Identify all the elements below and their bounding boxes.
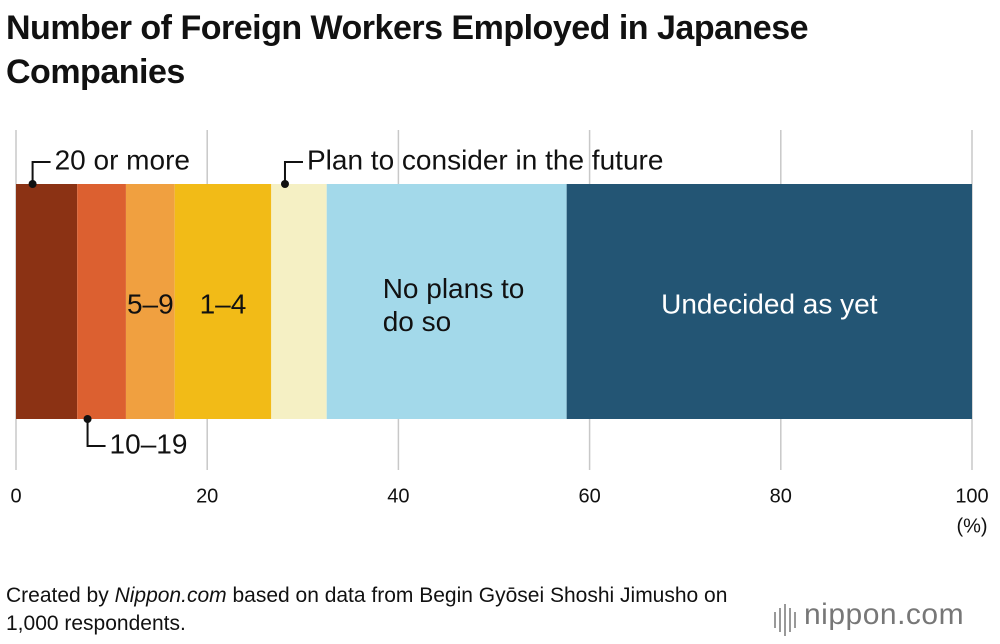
chart-title: Number of Foreign Workers Employed in Ja…: [6, 9, 809, 91]
source-publisher: Nippon.com: [114, 584, 227, 607]
x-tick-label: 40: [387, 485, 409, 507]
logo: nippon.com: [804, 598, 965, 631]
series-label: 1–4: [200, 288, 247, 319]
series-label: 20 or more: [55, 144, 190, 175]
bar-segment: [326, 184, 567, 419]
bar-segment: [174, 184, 272, 419]
series-label: 5–9: [127, 288, 174, 319]
x-axis-unit: (%): [956, 515, 987, 537]
x-tick-label: 100: [955, 485, 988, 507]
source-prefix: Created by: [6, 584, 115, 607]
bar-segment: [77, 184, 126, 419]
bar-segment: [271, 184, 327, 419]
callout-line: [283, 161, 303, 184]
x-tick-label: 80: [770, 485, 792, 507]
series-label: No plans to do so: [382, 273, 525, 337]
bar-segment: [125, 184, 175, 419]
x-tick-label: 60: [578, 485, 600, 507]
series-label: Undecided as yet: [661, 288, 878, 319]
callout-line: [86, 419, 106, 447]
series-label: Plan to consider in the future: [307, 144, 663, 175]
source-suffix: based on data from Begin Gyōsei Shoshi J…: [6, 584, 728, 635]
x-tick-label: 20: [196, 485, 218, 507]
source-note: Created by Nippon.com based on data from…: [6, 582, 746, 638]
bar-segment: [16, 184, 78, 419]
logo-icon: [774, 604, 796, 636]
series-label: 10–19: [110, 428, 188, 459]
callout-line: [31, 161, 51, 184]
bar-segment: [566, 184, 972, 419]
x-tick-label: 0: [10, 485, 21, 507]
